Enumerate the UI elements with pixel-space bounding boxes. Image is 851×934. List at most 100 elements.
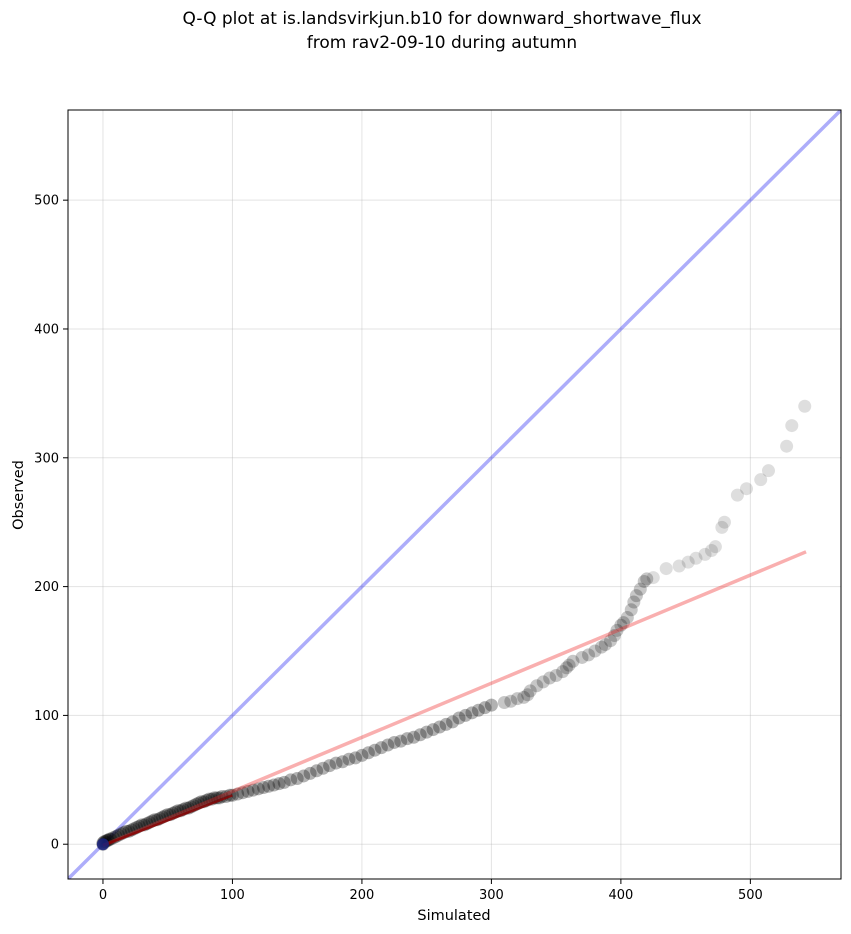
quantile-point bbox=[310, 764, 324, 778]
quantile-point bbox=[465, 706, 479, 720]
quantile-point bbox=[780, 439, 794, 453]
quantile-point bbox=[413, 728, 427, 742]
quantile-point bbox=[705, 544, 719, 558]
quantile-point bbox=[646, 571, 660, 585]
quantile-point bbox=[521, 688, 535, 702]
quantile-point bbox=[236, 786, 250, 800]
quantile-point bbox=[241, 784, 255, 798]
quantile-point bbox=[620, 611, 634, 625]
y-axis-ticks: 0 100 200 300 400 500 bbox=[34, 194, 68, 853]
quantile-point bbox=[478, 701, 492, 715]
quantile-point bbox=[420, 725, 434, 739]
quantile-point bbox=[355, 748, 369, 762]
plot-frame bbox=[67, 109, 842, 880]
quantile-point bbox=[637, 574, 651, 588]
quantile-point bbox=[739, 482, 753, 496]
quantile-point bbox=[407, 730, 421, 744]
y-tick-label: 400 bbox=[34, 322, 59, 337]
y-tick-label: 300 bbox=[34, 451, 59, 466]
quantile-point bbox=[594, 640, 608, 654]
quantile-point bbox=[588, 644, 602, 658]
quantile-point bbox=[381, 738, 395, 752]
quantile-point bbox=[640, 572, 654, 586]
quantile-point bbox=[672, 559, 686, 573]
quantile-point bbox=[761, 464, 775, 478]
x-tick-label: 100 bbox=[220, 888, 245, 903]
quantile-point bbox=[267, 778, 281, 792]
quantile-point bbox=[272, 777, 286, 791]
quantile-point bbox=[798, 399, 812, 413]
quantile-point bbox=[627, 595, 641, 609]
quantile-point bbox=[614, 618, 628, 632]
identity-line bbox=[68, 110, 841, 879]
low-quantile-marker bbox=[96, 838, 109, 851]
quantile-point bbox=[754, 473, 768, 487]
y-tick-label: 100 bbox=[34, 709, 59, 724]
quantile-point bbox=[633, 582, 647, 596]
x-tick-label: 500 bbox=[738, 888, 763, 903]
y-axis-label: Observed bbox=[11, 460, 27, 530]
quantile-point bbox=[689, 551, 703, 565]
quantile-point bbox=[433, 720, 447, 734]
quantile-point bbox=[361, 746, 375, 760]
quantile-point bbox=[543, 671, 557, 685]
chart-subtitle: from rav2-09-10 during autumn bbox=[307, 33, 577, 53]
quantile-point bbox=[607, 629, 621, 643]
chart-title: Q-Q plot at is.landsvirkjun.b10 for down… bbox=[182, 9, 701, 29]
x-axis-label: Simulated bbox=[417, 908, 490, 924]
quantile-point bbox=[257, 781, 271, 795]
quantile-point bbox=[523, 684, 537, 698]
quantile-point bbox=[681, 555, 695, 569]
quantile-point bbox=[323, 759, 337, 773]
x-tick-label: 400 bbox=[608, 888, 633, 903]
quantile-point bbox=[698, 547, 712, 561]
quantile-point bbox=[717, 515, 731, 529]
grid-lines bbox=[68, 110, 841, 879]
quantile-point bbox=[452, 711, 466, 725]
plot-area bbox=[68, 110, 841, 879]
quantile-point bbox=[604, 634, 618, 648]
quantile-point bbox=[616, 616, 630, 630]
low-quantile-line bbox=[102, 794, 233, 847]
y-tick-label: 0 bbox=[51, 838, 59, 853]
quantile-point bbox=[582, 648, 596, 662]
quantile-point bbox=[290, 772, 304, 786]
x-axis-ticks: 0 100 200 300 400 500 bbox=[99, 879, 763, 903]
quantile-point bbox=[560, 661, 574, 675]
quantile-point bbox=[708, 540, 722, 554]
quantile-point bbox=[459, 708, 473, 722]
quantile-point bbox=[316, 761, 330, 775]
quantile-point bbox=[303, 766, 317, 780]
quantile-point bbox=[471, 703, 485, 717]
quantile-point bbox=[629, 589, 643, 603]
quantile-point bbox=[530, 679, 544, 693]
y-tick-label: 500 bbox=[34, 194, 59, 209]
x-tick-label: 0 bbox=[99, 888, 107, 903]
quantile-point bbox=[231, 787, 245, 801]
quantile-points bbox=[96, 399, 812, 851]
quantile-point bbox=[517, 690, 531, 704]
quantile-point bbox=[246, 783, 260, 797]
quantile-point bbox=[394, 734, 408, 748]
quantile-point bbox=[484, 698, 498, 712]
quantile-point bbox=[297, 769, 311, 783]
x-tick-label: 300 bbox=[479, 888, 504, 903]
quantile-point bbox=[504, 694, 518, 708]
quantile-point bbox=[277, 775, 291, 789]
quantile-point bbox=[439, 717, 453, 731]
quantile-point bbox=[374, 741, 388, 755]
y-tick-label: 200 bbox=[34, 580, 59, 595]
quantile-point bbox=[446, 715, 460, 729]
quantile-point bbox=[575, 650, 589, 664]
quantile-point bbox=[562, 658, 576, 672]
quantile-point bbox=[785, 419, 799, 433]
quantile-point bbox=[566, 654, 580, 668]
quantile-point bbox=[387, 735, 401, 749]
quantile-point bbox=[715, 520, 729, 534]
quantile-point bbox=[598, 638, 612, 652]
quantile-point bbox=[368, 743, 382, 757]
quantile-point bbox=[497, 696, 511, 710]
quantile-point bbox=[284, 773, 298, 787]
quantile-point bbox=[510, 692, 524, 706]
